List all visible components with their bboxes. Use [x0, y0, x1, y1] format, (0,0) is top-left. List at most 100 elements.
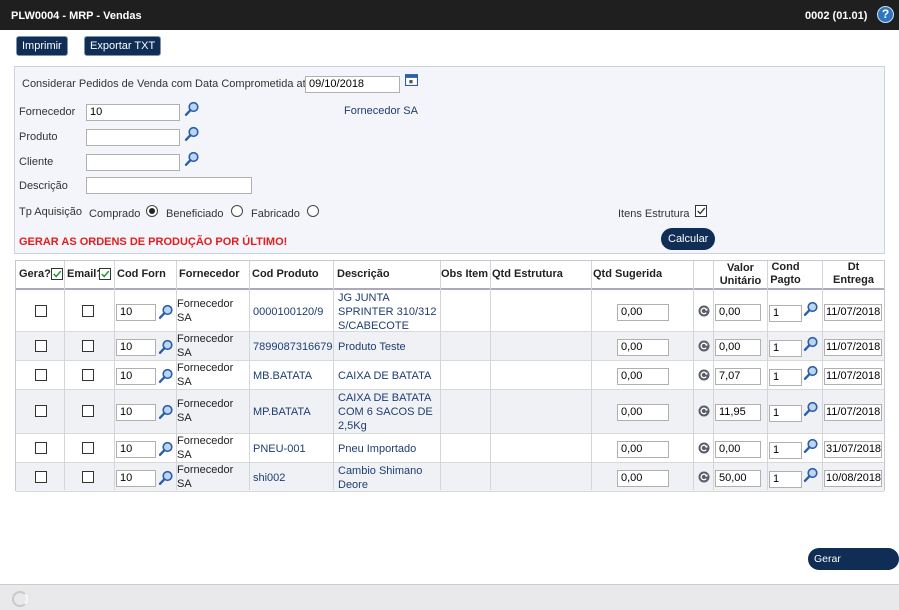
col-descricao[interactable]: Descrição — [337, 268, 390, 280]
col-cod-produto[interactable]: Cod Produto — [252, 268, 319, 280]
col-cod-forn[interactable]: Cod Forn — [117, 268, 166, 280]
email-checkbox[interactable] — [82, 471, 94, 483]
page-title: PLW0004 - MRP - Vendas — [11, 10, 142, 22]
search-icon[interactable] — [158, 368, 174, 384]
calendar-icon[interactable] — [405, 73, 418, 86]
search-icon[interactable] — [158, 304, 174, 320]
fabricado-radio[interactable] — [307, 205, 319, 217]
email-checkbox[interactable] — [82, 369, 94, 381]
gera-checkbox[interactable] — [35, 369, 47, 381]
search-icon[interactable] — [803, 365, 819, 381]
cond-pagto-input[interactable]: 1 — [769, 442, 802, 459]
qtd-sugerida-input[interactable]: 0,00 — [617, 470, 669, 487]
cod-forn-input[interactable]: 10 — [116, 368, 156, 385]
dt-entrega-input[interactable]: 31/07/2018 — [824, 441, 882, 458]
search-icon[interactable] — [184, 126, 200, 142]
valor-unitario-input[interactable]: 0,00 — [715, 304, 761, 321]
search-icon[interactable] — [803, 467, 819, 483]
col-dt[interactable]: Dt — [847, 261, 860, 273]
gera-checkbox[interactable] — [35, 405, 47, 417]
cond-pagto-input[interactable]: 1 — [769, 471, 802, 488]
cond-pagto-input[interactable]: 1 — [769, 340, 802, 357]
descricao-input[interactable] — [86, 177, 252, 194]
dt-entrega-input[interactable]: 11/07/2018 — [824, 304, 882, 321]
search-icon[interactable] — [184, 151, 200, 167]
cod-forn-input[interactable]: 10 — [116, 339, 156, 356]
imprimir-button[interactable]: Imprimir — [16, 36, 68, 56]
cod-produto-link[interactable]: 0000100120/9 — [253, 306, 324, 318]
cod-produto-link[interactable]: MP.BATATA — [253, 406, 311, 418]
cod-forn-input[interactable]: 10 — [116, 441, 156, 458]
status-bar — [0, 584, 899, 610]
refresh-icon[interactable] — [698, 340, 710, 352]
gerar-requisicoes-button[interactable]: Gerar Requisições — [808, 548, 899, 587]
search-icon[interactable] — [158, 470, 174, 486]
search-icon[interactable] — [803, 438, 819, 454]
gera-all-checkbox[interactable] — [51, 268, 63, 280]
col-qtd-estrutura[interactable]: Qtd Estrutura — [492, 268, 563, 280]
cliente-input[interactable] — [86, 154, 180, 171]
cod-forn-input[interactable]: 10 — [116, 404, 156, 421]
dt-entrega-input[interactable]: 11/07/2018 — [824, 404, 882, 421]
search-icon[interactable] — [158, 339, 174, 355]
search-icon[interactable] — [803, 301, 819, 317]
col-obs-item[interactable]: Obs Item — [441, 268, 489, 280]
gera-checkbox[interactable] — [35, 442, 47, 454]
qtd-sugerida-input[interactable]: 0,00 — [617, 304, 669, 321]
cond-pagto-input[interactable]: 1 — [769, 305, 802, 322]
dt-entrega-input[interactable]: 11/07/2018 — [824, 339, 882, 356]
search-icon[interactable] — [158, 404, 174, 420]
search-icon[interactable] — [158, 441, 174, 457]
calcular-button[interactable]: Calcular — [661, 228, 716, 250]
cond-pagto-input[interactable]: 1 — [769, 369, 802, 386]
valor-unitario-input[interactable]: 50,00 — [715, 470, 761, 487]
cliente-label: Cliente — [19, 156, 54, 168]
email-all-checkbox[interactable] — [99, 268, 111, 280]
comprado-radio[interactable] — [146, 205, 158, 217]
qtd-sugerida-input[interactable]: 0,00 — [617, 368, 669, 385]
gera-checkbox[interactable] — [35, 340, 47, 352]
refresh-icon[interactable] — [698, 369, 710, 381]
fornecedor-input[interactable]: 10 — [86, 104, 180, 121]
search-icon[interactable] — [803, 401, 819, 417]
beneficiado-radio[interactable] — [231, 205, 243, 217]
search-icon[interactable] — [803, 336, 819, 352]
help-icon[interactable]: ? — [877, 6, 894, 23]
gera-checkbox[interactable] — [35, 305, 47, 317]
dt-entrega-input[interactable]: 11/07/2018 — [824, 368, 882, 385]
valor-unitario-input[interactable]: 0,00 — [715, 441, 761, 458]
email-checkbox[interactable] — [82, 442, 94, 454]
cod-forn-input[interactable]: 10 — [116, 304, 156, 321]
qtd-sugerida-input[interactable]: 0,00 — [617, 441, 669, 458]
exportar-txt-button[interactable]: Exportar TXT — [84, 36, 162, 56]
col-qtd-sugerida[interactable]: Qtd Sugerida — [593, 268, 663, 280]
dt-entrega-input[interactable]: 10/08/2018 — [824, 470, 882, 487]
email-checkbox[interactable] — [82, 340, 94, 352]
cod-produto-link[interactable]: PNEU-001 — [253, 443, 306, 455]
qtd-sugerida-input[interactable]: 0,00 — [617, 404, 669, 421]
refresh-icon[interactable] — [698, 471, 710, 483]
search-icon[interactable] — [184, 101, 200, 117]
cod-produto-link[interactable]: shi002 — [253, 472, 286, 484]
valor-unitario-input[interactable]: 0,00 — [715, 339, 761, 356]
produto-input[interactable] — [86, 129, 180, 146]
refresh-icon[interactable] — [698, 305, 710, 317]
itens-estrutura-checkbox[interactable] — [695, 205, 707, 217]
data-comprometida-input[interactable]: 09/10/2018 — [305, 76, 400, 93]
cod-produto-link[interactable]: MB.BATATA — [253, 370, 313, 382]
col-valor[interactable]: Valor — [727, 262, 754, 274]
considerar-label: Considerar Pedidos de Venda com Data Com… — [22, 78, 312, 90]
cond-pagto-input[interactable]: 1 — [769, 405, 802, 422]
col-fornecedor[interactable]: Fornecedor — [179, 268, 240, 280]
qtd-sugerida-input[interactable]: 0,00 — [617, 339, 669, 356]
gera-checkbox[interactable] — [35, 471, 47, 483]
refresh-icon[interactable] — [698, 405, 710, 417]
valor-unitario-input[interactable]: 11,95 — [715, 404, 761, 421]
email-checkbox[interactable] — [82, 305, 94, 317]
col-cond[interactable]: Cond — [771, 261, 800, 273]
valor-unitario-input[interactable]: 7,07 — [715, 368, 761, 385]
cod-produto-link[interactable]: 7899087316679 — [253, 341, 333, 353]
email-checkbox[interactable] — [82, 405, 94, 417]
refresh-icon[interactable] — [698, 442, 710, 454]
cod-forn-input[interactable]: 10 — [116, 470, 156, 487]
